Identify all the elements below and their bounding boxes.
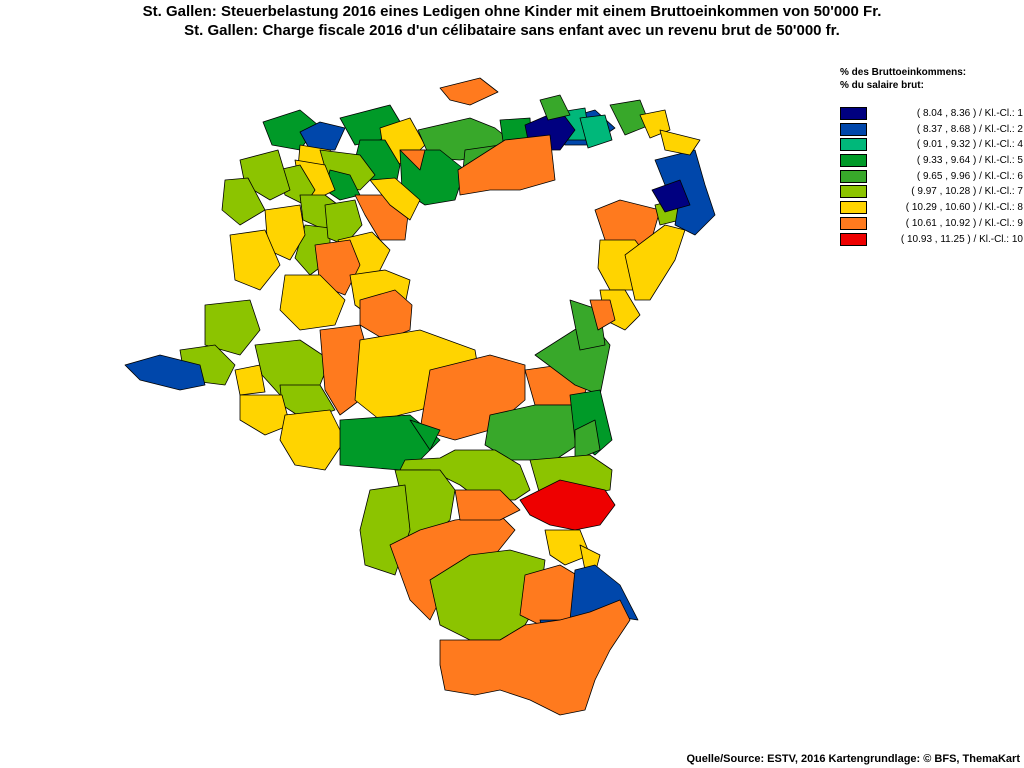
legend-swatch	[840, 232, 867, 246]
municipality-region	[574, 419, 601, 461]
municipality-region	[409, 419, 441, 451]
municipality-region	[457, 134, 556, 196]
municipality-region	[204, 299, 261, 356]
legend-heading-german: % des Bruttoeinkommens:	[840, 67, 967, 78]
municipality-region	[369, 177, 421, 221]
municipality-region	[579, 114, 613, 149]
legend-item: ( 8.04 , 8.36 ) / Kl.-Cl.: 1	[840, 106, 1024, 122]
legend-label: ( 10.61 , 10.92 ) / Kl.-Cl.: 9	[905, 217, 1023, 229]
municipality-region	[439, 77, 499, 106]
legend-label: ( 8.37 , 8.68 ) / Kl.-Cl.: 2	[916, 123, 1023, 135]
legend-swatch	[840, 201, 867, 215]
municipality-region	[324, 199, 363, 246]
legend-item: ( 10.61 , 10.92 ) / Kl.-Cl.: 9	[840, 216, 1024, 232]
municipality-region	[539, 94, 571, 121]
municipality-region	[454, 489, 521, 521]
municipality-region	[239, 394, 291, 436]
municipality-region	[399, 149, 426, 171]
legend-heading: % des Bruttoeinkommens: % du salaire bru…	[840, 66, 966, 92]
municipality-region	[234, 364, 266, 396]
legend-swatch	[840, 169, 867, 183]
legend: ( 8.04 , 8.36 ) / Kl.-Cl.: 1 ( 8.37 , 8.…	[840, 106, 1024, 247]
legend-label: ( 10.29 , 10.60 ) / Kl.-Cl.: 8	[905, 202, 1023, 214]
legend-item: ( 9.33 , 9.64 ) / Kl.-Cl.: 5	[840, 153, 1024, 169]
municipality-region	[484, 404, 586, 461]
municipality-region	[659, 129, 701, 156]
legend-item: ( 9.01 , 9.32 ) / Kl.-Cl.: 4	[840, 137, 1024, 153]
legend-item: ( 9.65 , 9.96 ) / Kl.-Cl.: 6	[840, 169, 1024, 185]
municipality-region	[221, 177, 266, 226]
legend-swatch	[840, 216, 867, 230]
municipality-region	[651, 179, 691, 213]
municipality-region	[229, 229, 281, 291]
map-title-german: St. Gallen: Steuerbelastung 2016 eines L…	[142, 3, 882, 20]
legend-heading-french: % du salaire brut:	[840, 80, 924, 91]
map-title-french: St. Gallen: Charge fiscale 2016 d'un cél…	[184, 22, 840, 39]
legend-swatch	[840, 122, 867, 136]
legend-label: ( 8.04 , 8.36 ) / Kl.-Cl.: 1	[916, 108, 1023, 119]
legend-swatch	[840, 154, 867, 168]
municipality-region	[589, 299, 616, 331]
legend-swatch	[840, 107, 867, 120]
legend-label: ( 9.33 , 9.64 ) / Kl.-Cl.: 5	[916, 155, 1023, 167]
municipality-region	[544, 529, 591, 566]
legend-label: ( 9.65 , 9.96 ) / Kl.-Cl.: 6	[916, 170, 1023, 182]
source-note: Quelle/Source: ESTV, 2016 Kartengrundlag…	[686, 753, 1020, 765]
municipality-region	[439, 599, 631, 716]
legend-swatch	[840, 138, 867, 152]
legend-label: ( 9.97 , 10.28 ) / Kl.-Cl.: 7	[911, 186, 1023, 198]
municipality-region	[519, 479, 616, 531]
municipality-region	[279, 409, 346, 471]
legend-item: ( 10.93 , 11.25 ) / Kl.-Cl.: 10	[840, 232, 1024, 248]
municipality-region	[279, 274, 346, 331]
legend-swatch	[840, 185, 867, 199]
legend-item: ( 8.37 , 8.68 ) / Kl.-Cl.: 2	[840, 122, 1024, 138]
legend-label: ( 10.93 , 11.25 ) / Kl.-Cl.: 10	[900, 233, 1023, 245]
legend-item: ( 10.29 , 10.60 ) / Kl.-Cl.: 8	[840, 200, 1024, 216]
legend-item: ( 9.97 , 10.28 ) / Kl.-Cl.: 7	[840, 184, 1024, 200]
legend-label: ( 9.01 , 9.32 ) / Kl.-Cl.: 4	[916, 139, 1023, 151]
municipality-region	[124, 354, 206, 391]
municipality-region	[624, 224, 686, 301]
